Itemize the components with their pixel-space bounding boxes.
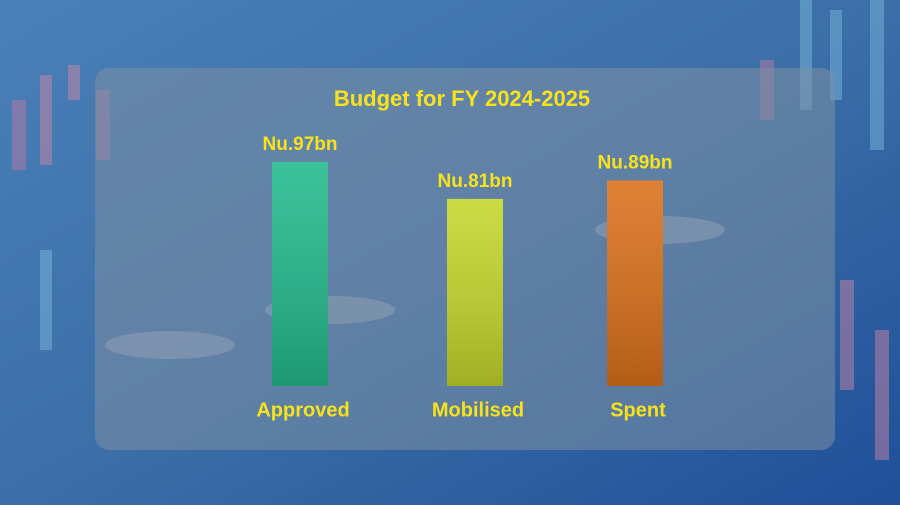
x-tick-label: Approved	[256, 399, 349, 421]
chart-title: Budget for FY 2024-2025	[334, 86, 590, 111]
x-tick-label: Spent	[610, 399, 666, 421]
value-label: Nu.97bn	[263, 134, 338, 155]
bar-shade	[607, 180, 663, 386]
bar-shade	[447, 198, 503, 386]
value-label: Nu.89bn	[598, 152, 673, 173]
bar-shade	[272, 161, 328, 386]
x-tick-label: Mobilised	[432, 399, 524, 421]
value-label: Nu.81bn	[438, 171, 513, 192]
